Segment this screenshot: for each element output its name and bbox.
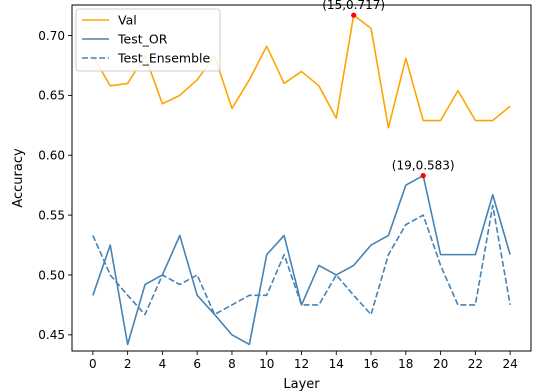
- legend-label-val: Val: [118, 13, 137, 28]
- annotation-label-1: (15,0.717): [322, 0, 385, 12]
- x-tick-label: 6: [193, 357, 201, 371]
- x-tick-label: 16: [363, 357, 378, 371]
- annotation-label-2: (19,0.583): [392, 159, 455, 173]
- y-tick-label: 0.45: [38, 328, 65, 342]
- x-tick-label: 14: [329, 357, 344, 371]
- x-tick-label: 22: [468, 357, 483, 371]
- y-tick-label: 0.60: [38, 149, 65, 163]
- y-axis-label: Accuracy: [11, 148, 26, 208]
- x-tick-label: 12: [294, 357, 309, 371]
- x-tick-label: 0: [89, 357, 97, 371]
- legend-label-test-ensemble: Test_Ensemble: [117, 51, 210, 66]
- y-tick-label: 0.70: [38, 29, 65, 43]
- x-tick-label: 8: [228, 357, 236, 371]
- x-tick-label: 4: [159, 357, 167, 371]
- x-tick-label: 2: [124, 357, 132, 371]
- x-tick-label: 10: [259, 357, 274, 371]
- y-tick-label: 0.65: [38, 89, 65, 103]
- x-axis-label: Layer: [283, 377, 320, 391]
- x-tick-label: 20: [433, 357, 448, 371]
- y-tick-label: 0.55: [38, 208, 65, 222]
- y-tick-label: 0.50: [38, 268, 65, 282]
- annotation-marker-1: [351, 13, 356, 18]
- annotation-marker-2: [421, 173, 426, 178]
- legend-label-test-or: Test_OR: [117, 32, 168, 47]
- x-tick-label: 18: [398, 357, 413, 371]
- legend: Val Test_OR Test_Ensemble: [76, 9, 220, 71]
- x-tick-label: 24: [502, 357, 517, 371]
